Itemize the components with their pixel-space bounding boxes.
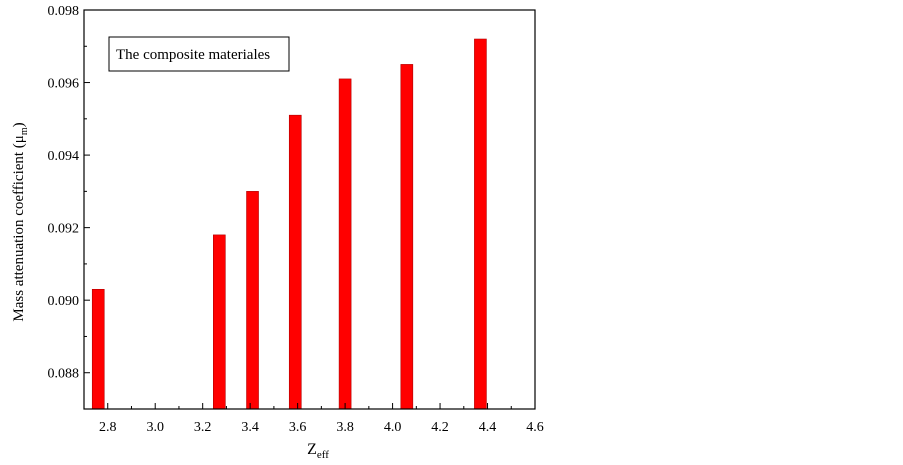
plot-frame bbox=[83, 9, 536, 410]
y-tick-label: 0.092 bbox=[48, 222, 80, 237]
bar bbox=[246, 191, 259, 410]
x-axis-label: Zeff bbox=[307, 441, 329, 460]
y-axis-label-subscript: m bbox=[19, 127, 30, 135]
x-tick-label: 3.2 bbox=[194, 420, 212, 435]
y-axis-label-main: Mass attenuation coefficient (μ bbox=[11, 135, 27, 321]
bar bbox=[400, 64, 414, 410]
x-tick-label: 3.4 bbox=[241, 420, 259, 435]
y-tick-label: 0.094 bbox=[48, 149, 80, 164]
x-axis-label-main: Z bbox=[307, 441, 317, 458]
x-axis-label-subscript: eff bbox=[317, 449, 329, 460]
bar bbox=[474, 38, 487, 410]
x-tick-label: 4.4 bbox=[479, 420, 497, 435]
x-tick-label: 2.8 bbox=[99, 420, 117, 435]
x-axis-ticks: 2.8 3.0 3.2 3.4 3.6 3.8 4.0 4.2 4.4 4.6 bbox=[99, 403, 544, 435]
y-tick-label: 0.088 bbox=[48, 367, 80, 382]
bar bbox=[338, 78, 352, 410]
legend-box: The composite materiales bbox=[108, 36, 290, 72]
bar bbox=[91, 288, 105, 410]
y-axis-label: Mass attenuation coefficient (μm) bbox=[11, 122, 30, 321]
x-tick-label: 4.6 bbox=[526, 420, 544, 435]
bar bbox=[213, 234, 226, 410]
legend-text: The composite materiales bbox=[116, 47, 270, 63]
bar bbox=[288, 114, 302, 410]
x-tick-label: 3.0 bbox=[146, 420, 164, 435]
bar-group bbox=[91, 38, 487, 410]
x-tick-label: 3.8 bbox=[336, 420, 354, 435]
legend-frame bbox=[108, 36, 290, 72]
y-axis-ticks: 0.088 0.090 0.092 0.094 0.096 0.098 bbox=[48, 4, 90, 382]
y-tick-label: 0.090 bbox=[48, 294, 80, 309]
y-tick-label: 0.096 bbox=[48, 77, 80, 92]
x-tick-label: 3.6 bbox=[289, 420, 307, 435]
y-axis-label-end: ) bbox=[11, 122, 27, 127]
x-tick-label: 4.0 bbox=[384, 420, 402, 435]
y-tick-label: 0.098 bbox=[48, 4, 80, 19]
x-tick-label: 4.2 bbox=[431, 420, 449, 435]
